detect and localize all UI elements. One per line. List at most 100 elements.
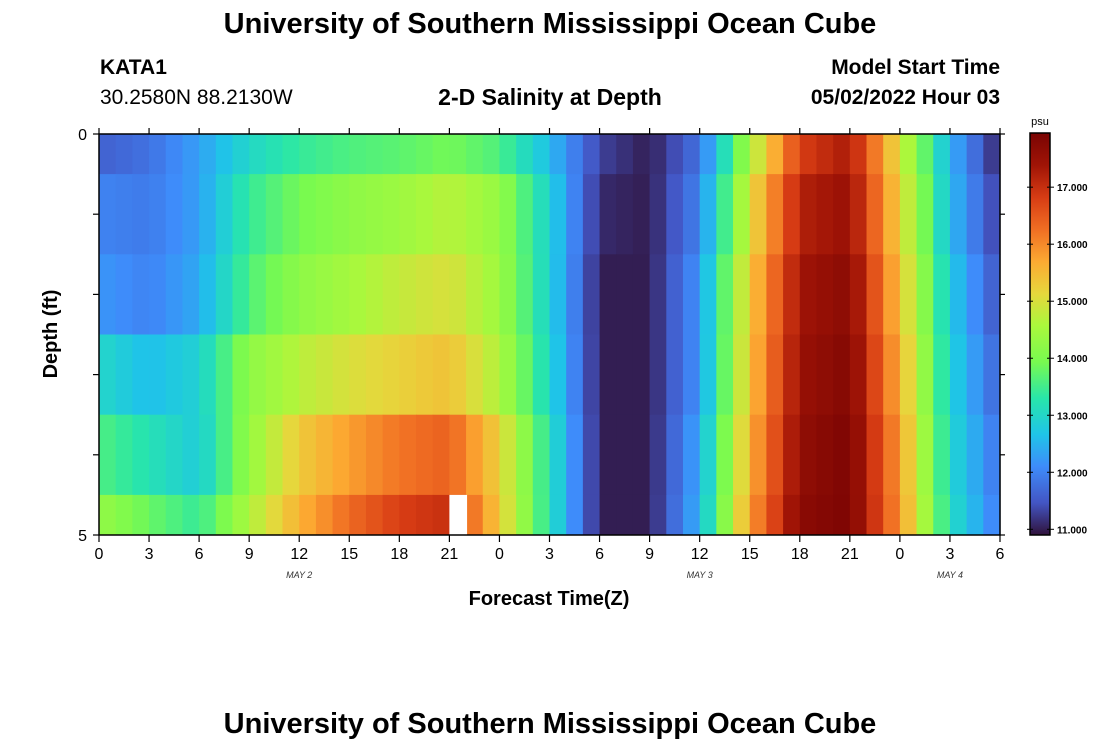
heatmap-cell [99,414,117,496]
heatmap-cell [916,254,934,335]
heatmap-cell [966,254,984,335]
heatmap-cell [566,254,584,335]
heatmap-cell [866,134,884,175]
heatmap-cell [365,494,384,536]
heatmap-cell [499,174,517,255]
x-tick-label: 0 [495,546,504,563]
heatmap-cell [733,414,751,496]
heatmap-cell [799,334,818,416]
heatmap-cell [299,134,317,175]
heatmap-cell [516,334,534,416]
heatmap-cell [883,134,901,175]
heatmap-cell [482,494,501,536]
heatmap-cell [566,494,584,536]
heatmap-cell [199,254,217,335]
heatmap-cell [499,494,517,536]
heatmap-cell [916,134,934,175]
heatmap-cell [883,494,901,536]
heatmap-cell [132,414,150,496]
heatmap-cell [933,174,951,255]
heatmap-cell [666,174,684,255]
missing-data-cells [449,494,468,535]
heatmap-cell [849,134,868,175]
heatmap-cell [299,254,317,335]
heatmap-cell [232,414,250,496]
heatmap-cell [149,414,167,496]
heatmap-cell [966,414,984,496]
heatmap-cell [232,254,250,335]
heatmap-cell [899,334,918,416]
heatmap-cell [432,414,450,496]
heatmap-cell [833,494,851,536]
heatmap-cell [416,134,434,175]
missing-data-cell [449,494,468,535]
heatmap-cell [99,134,117,175]
heatmap-cell [949,174,968,255]
heatmap-cell [966,174,984,255]
heatmap-cell [549,334,567,416]
y-axis: 05 [78,127,1005,545]
x-axis: 0 3 6 9 12 15 18 21 0 3 6 9 12 15 18 21 0 3 6 [95,128,1005,563]
heatmap-cell [833,414,851,496]
heatmap-cell [716,254,734,335]
heatmap-cell [599,174,617,255]
heatmap-cell [549,134,567,175]
heatmap-cell [199,174,217,255]
heatmap-cell [466,174,484,255]
heatmap-cell [582,334,601,416]
colorbar-tick-label: 14.000 [1057,354,1088,365]
heatmap-cell [816,174,834,255]
heatmap-cell [449,174,467,255]
heatmap-cell [766,254,784,335]
heatmap-cell [382,134,400,175]
heatmap-cell [516,134,534,175]
heatmap-cell [399,134,417,175]
heatmap-cell [749,254,768,335]
heatmap-cell [265,494,284,536]
heatmap-cell [299,494,317,536]
heatmap-cell [265,414,284,496]
heatmap-cell [983,414,1001,496]
heatmap-cell [265,134,284,175]
heatmap-cell [933,134,951,175]
heatmap-cell [849,494,868,536]
heatmap-cell [182,254,200,335]
heatmap-cell [699,254,717,335]
x-tick-label: 9 [245,546,254,563]
heatmap-cell [532,134,551,175]
heatmap-cell [816,134,834,175]
heatmap-cell [532,254,551,335]
heatmap-cell [949,414,968,496]
heatmap-cell [933,334,951,416]
heatmap-cell [632,494,651,536]
plot-title: 2-D Salinity at Depth [438,84,662,110]
heatmap-cell [549,254,567,335]
heatmap-cell [916,334,934,416]
heatmap-cell [315,414,334,496]
heatmap-cell [115,134,133,175]
heatmap-cell [132,134,150,175]
heatmap-cell [182,414,200,496]
heatmap-cell [532,414,551,496]
heatmap-cell [616,494,634,536]
heatmap-cell [866,494,884,536]
heatmap-cell [783,134,801,175]
heatmap-cell [516,174,534,255]
heatmap-cell [632,254,651,335]
heatmap-cell [582,414,601,496]
heatmap-cell [399,334,417,416]
heatmap-cell [866,254,884,335]
heatmap-cell [466,334,484,416]
x-tick-label: 21 [440,546,458,563]
heatmap-cell [566,134,584,175]
heatmap-cell [349,134,367,175]
heatmap-cell [883,254,901,335]
x-axis-label: Forecast Time(Z) [469,588,630,610]
heatmap-cell [649,174,667,255]
heatmap-cell [382,334,400,416]
heatmap-cell [666,494,684,536]
heatmap-cell [716,494,734,536]
heatmap-cell [849,414,868,496]
x-tick-label: 0 [95,546,104,563]
